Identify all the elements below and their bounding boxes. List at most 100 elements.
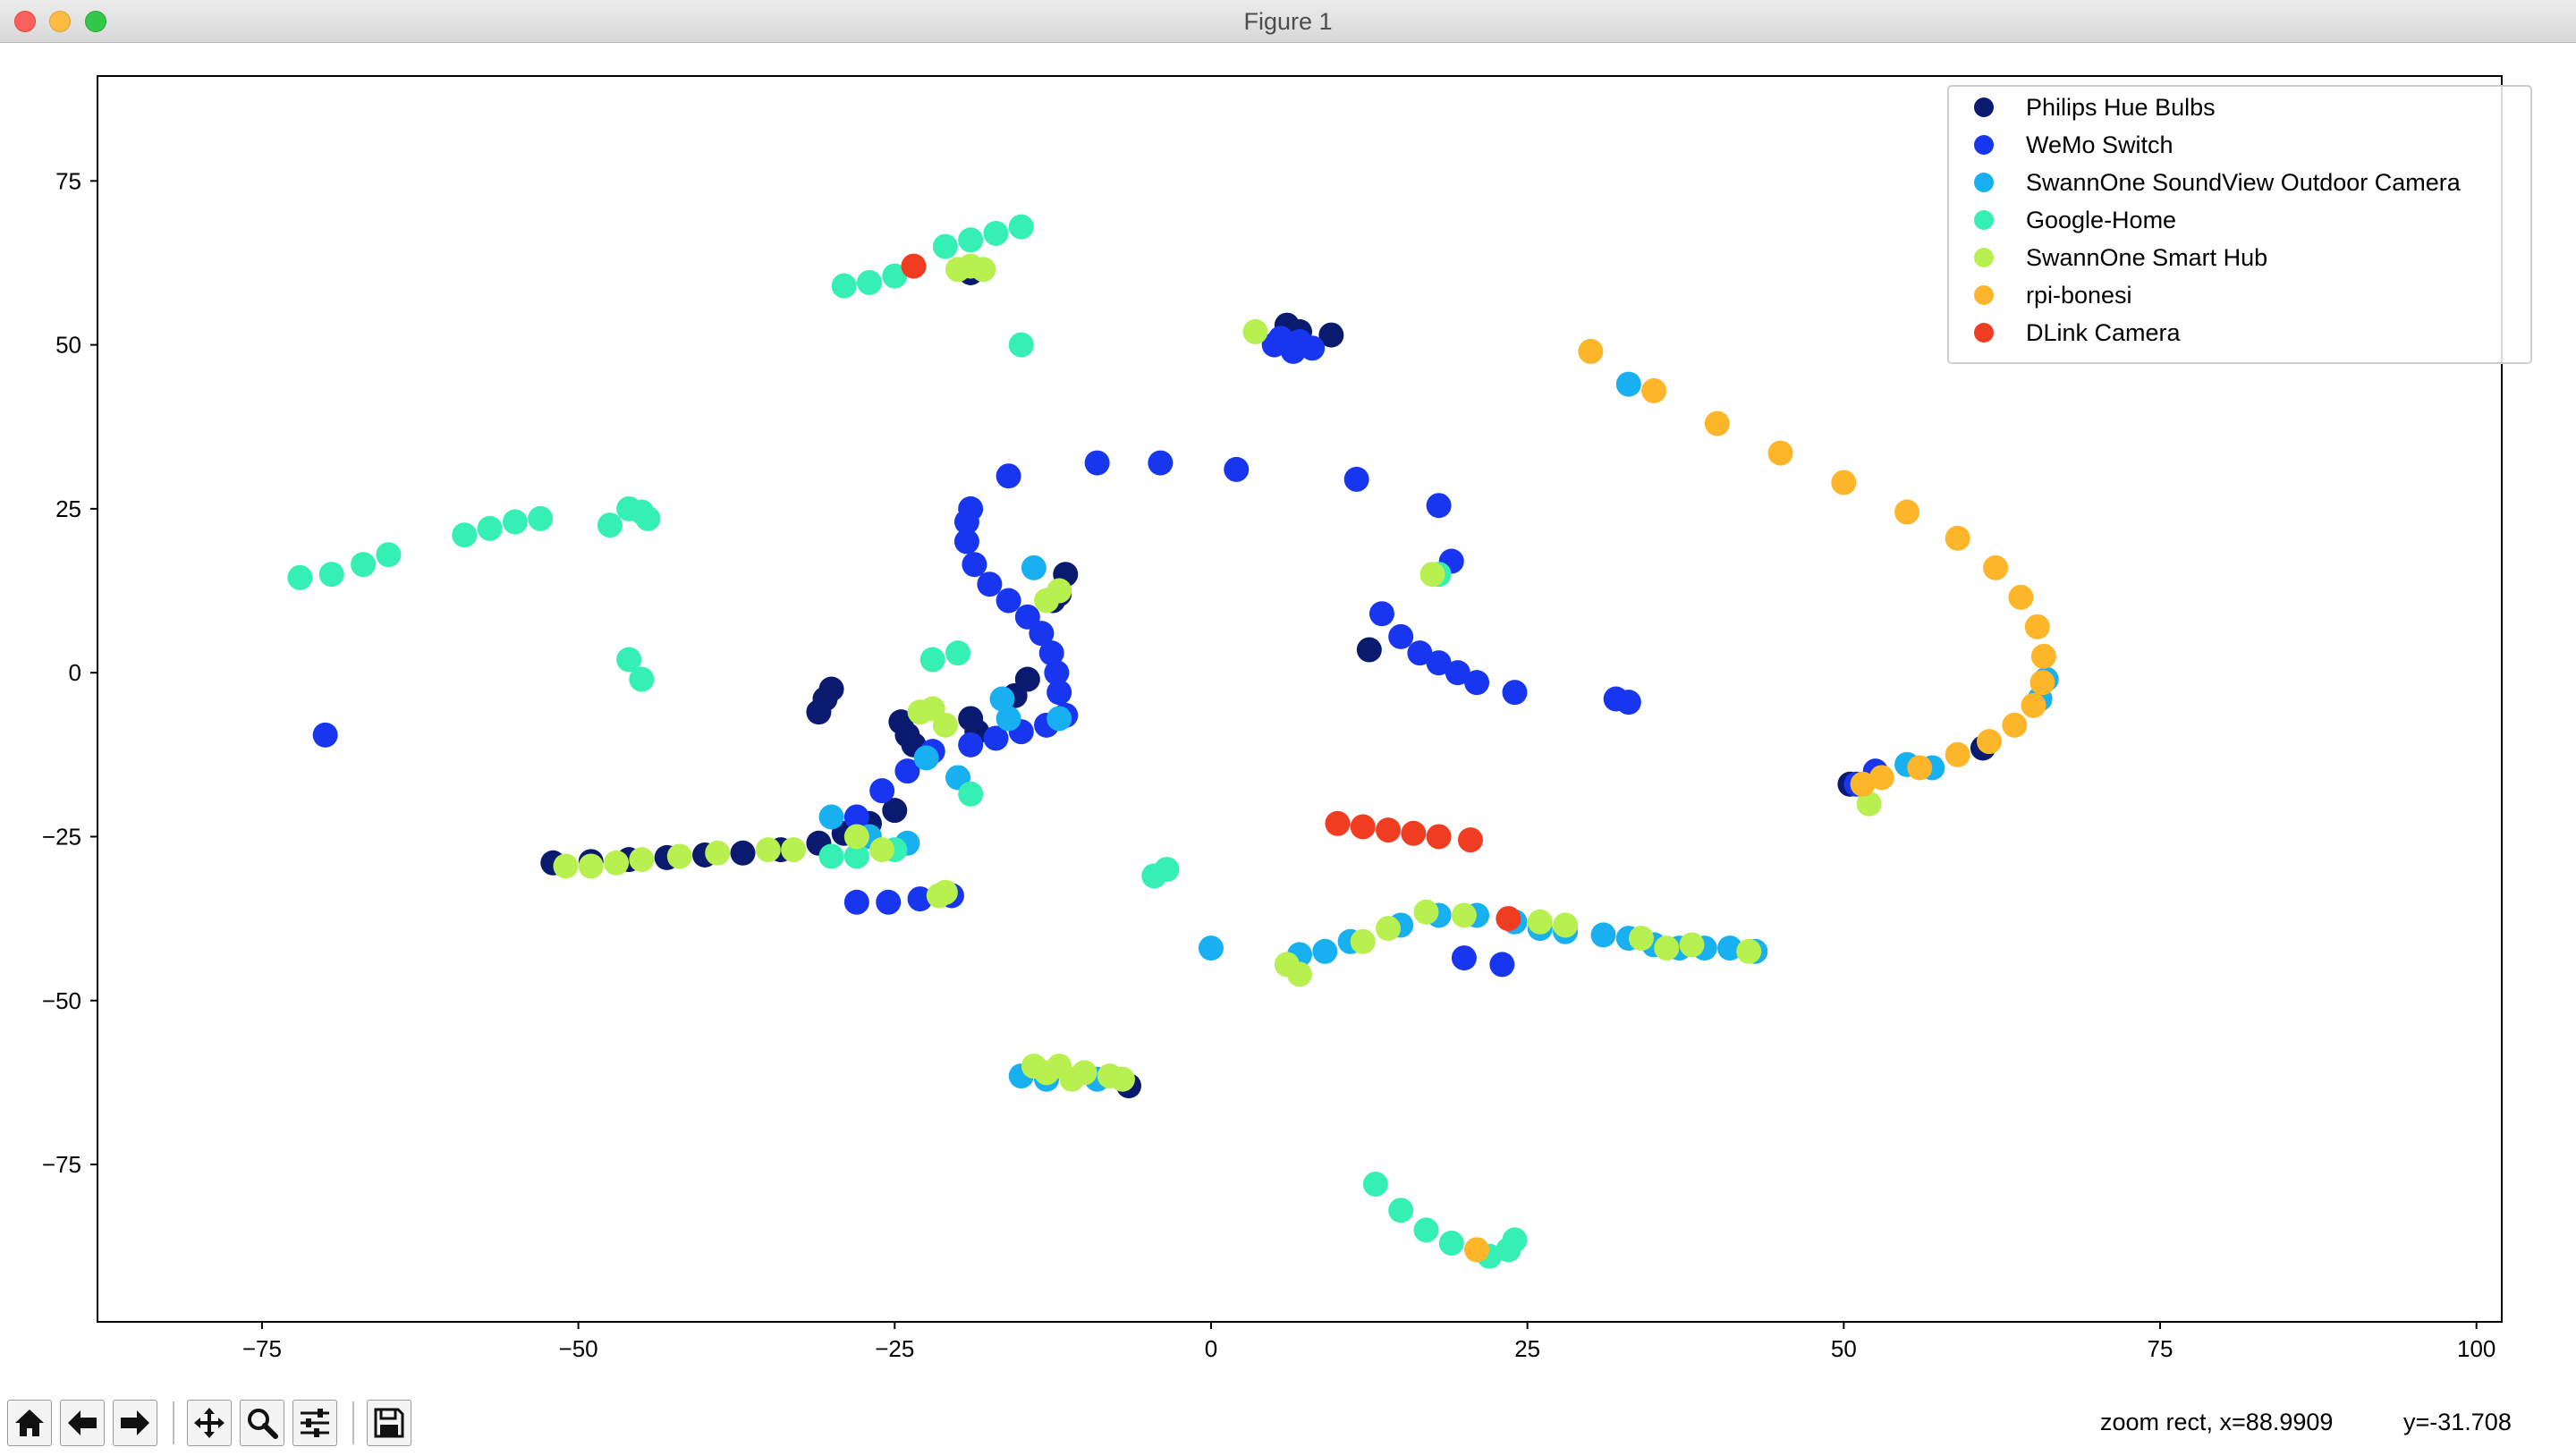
data-point [913,745,939,771]
legend-label: WeMo Switch [2026,131,2174,158]
zoom-button[interactable] [240,1400,284,1446]
axes-frame [97,75,2503,1323]
data-point [578,853,604,879]
data-point [1868,765,1894,791]
data-point [287,564,313,590]
data-point [1457,827,1483,853]
data-point [1325,810,1351,836]
x-tick-label: 75 [2148,1335,2174,1362]
legend-marker [1974,323,1994,343]
data-point [2030,643,2056,669]
data-point [1438,1231,1464,1257]
legend-label: SwannOne Smart Hub [2026,244,2267,271]
data-point [1362,1172,1388,1198]
data-point [1489,952,1515,978]
data-point [843,843,869,869]
data-point [1464,670,1490,696]
data-point [1356,637,1382,663]
data-point [958,253,984,279]
data-point [818,843,844,869]
data-point [958,732,984,758]
move-icon [194,1408,225,1438]
data-point [856,269,882,295]
maximize-window-button[interactable] [85,11,106,32]
y-tick-label: 0 [69,659,81,686]
close-window-button[interactable] [14,11,36,32]
save-button[interactable] [367,1400,411,1446]
y-tick-label: −75 [42,1151,81,1178]
back-button[interactable] [60,1400,105,1446]
data-point [1426,493,1452,519]
data-point [1141,863,1167,889]
data-point [318,562,344,588]
data-point [1679,932,1705,958]
legend-marker [1974,135,1994,155]
data-point [1008,332,1034,358]
data-point [477,515,503,541]
data-point [604,850,630,876]
data-point [1445,660,1470,686]
data-point [1590,922,1616,948]
data-point [1502,1227,1528,1253]
data-point [1084,450,1110,476]
y-tick-label: −25 [42,823,81,850]
data-point [1376,916,1402,942]
window-title: Figure 1 [1243,8,1333,35]
x-tick-label: −50 [559,1335,598,1362]
data-point [818,804,844,830]
legend-marker [1974,248,1994,267]
data-point [882,263,908,289]
data-point [1350,928,1376,954]
arrow-right-icon [121,1410,149,1435]
data-point [1407,640,1433,666]
configure-subplots-button[interactable] [292,1400,337,1446]
data-point [2024,614,2050,639]
data-point [1717,935,1743,961]
legend-marker [1974,210,1994,230]
data-point [989,686,1015,712]
data-point [962,552,987,578]
data-point [977,571,1003,597]
data-point [932,879,958,905]
data-point [1850,771,1876,797]
data-point [958,227,984,253]
minimize-window-button[interactable] [49,11,71,32]
data-point [1894,499,1920,525]
data-point [781,837,807,863]
cursor-mode-readout: zoom rect, x=88.9909 [2100,1409,2334,1435]
data-point [1426,650,1452,676]
data-point [843,804,869,830]
data-point [730,840,756,866]
window-titlebar: Figure 1 [0,0,2576,43]
data-point [597,512,623,538]
data-point [1242,318,1268,344]
data-point [1148,450,1174,476]
data-point [919,647,945,673]
data-point [1014,666,1040,692]
pan-button[interactable] [187,1400,232,1446]
legend-label: rpi-bonesi [2026,282,2132,309]
data-point [876,889,902,915]
legend-label: SwannOne SoundView Outdoor Camera [2026,169,2462,196]
x-tick-label: −75 [242,1335,282,1362]
data-point [1856,791,1882,817]
data-point [1767,440,1793,466]
data-point [843,824,869,850]
home-button[interactable] [7,1400,52,1446]
data-point [1350,814,1376,840]
data-point [983,220,1009,246]
data-point [1224,456,1250,482]
data-point [376,542,402,568]
data-point [1267,326,1293,351]
data-point [2008,584,2034,610]
x-tick-label: 50 [1831,1335,1857,1362]
legend-label: Philips Hue Bulbs [2026,94,2216,121]
data-point [818,676,844,702]
forward-button[interactable] [113,1400,157,1446]
data-point [1641,377,1667,403]
data-point [1451,902,1477,928]
data-point [705,840,731,866]
x-tick-label: 0 [1205,1335,1217,1362]
data-point [869,837,895,863]
data-point [1704,411,1730,436]
